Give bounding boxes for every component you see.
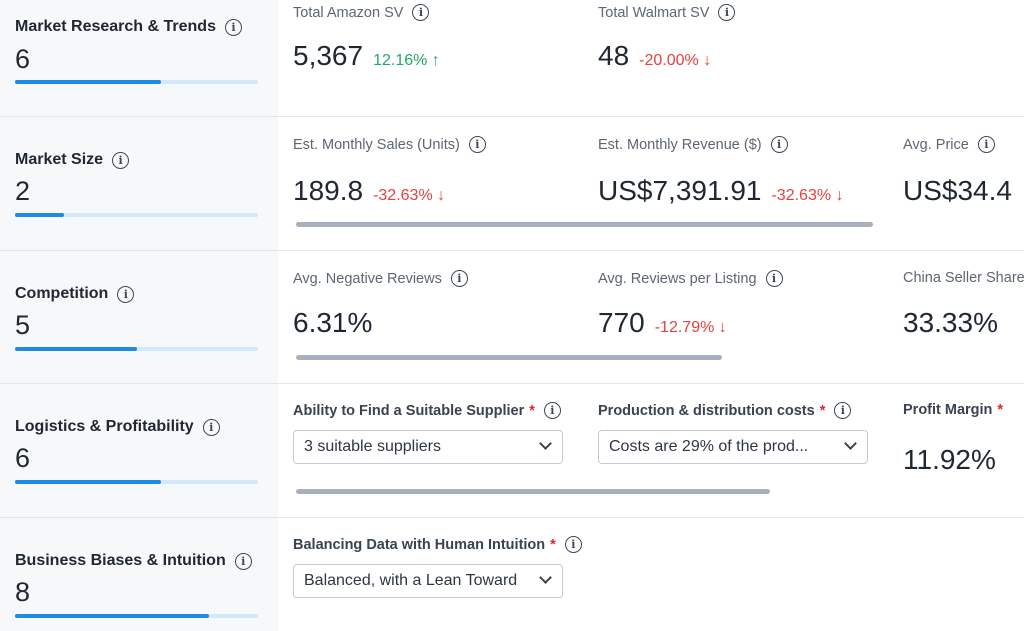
field-label: Profit Margin * [903,402,1004,418]
metric-value: US$34.4 [903,175,1012,206]
info-icon[interactable]: i [977,136,995,153]
score-bar-fill [15,80,161,84]
field-label: Production & distribution costs * i [598,402,852,419]
score-panel: Market Research & Trends i 6 [0,0,278,116]
score-bar [15,480,258,484]
score-bar-fill [15,614,210,618]
section-score: 6 [15,443,31,473]
section-score: 6 [15,44,31,74]
required-marker: * [529,402,535,419]
section-title: Business Biases & Intuition i [15,552,252,570]
info-icon[interactable]: i [450,270,468,287]
metric-label: Avg. Negative Reviews i [293,270,468,287]
score-bar [15,347,258,351]
section-biases: Business Biases & Intuition i 8 Balancin… [0,518,1024,631]
metric-value: 6.31% [293,307,373,338]
horizontal-scrollbar[interactable] [296,489,770,494]
metric-value: 48 -20.00% ↓ [598,40,712,71]
section-score: 2 [15,176,31,206]
metric-value: 5,367 12.16% ↑ [293,40,440,71]
section-score: 5 [15,310,31,340]
info-icon[interactable]: i [412,4,430,21]
metric-value: 770 -12.79% ↓ [598,307,727,338]
info-icon[interactable]: i [765,270,783,287]
score-panel: Competition i 5 [0,251,278,383]
supplier-select[interactable]: 3 suitable suppliers [293,430,563,464]
field-label: Balancing Data with Human Intuition * i [293,536,582,553]
metric-value: US$7,391.91 -32.63% ↓ [598,175,844,206]
score-bar [15,80,258,84]
required-marker: * [997,402,1004,418]
change-badge: -12.79% ↓ [654,319,727,336]
section-title: Market Research & Trends i [15,18,242,36]
metric-label: Total Walmart SV i [598,4,736,21]
required-marker: * [819,402,826,419]
metric-label: China Seller Share [903,270,1024,286]
metric-label: Total Amazon SV i [293,4,430,21]
horizontal-scrollbar[interactable] [296,222,873,227]
info-icon[interactable]: i [117,285,135,303]
change-badge: -32.63% ↓ [771,187,844,204]
change-badge: -32.63% ↓ [373,187,446,204]
change-badge: 12.16% ↑ [373,52,440,69]
score-bar [15,614,258,618]
chevron-down-icon [539,571,552,584]
score-bar [15,213,258,217]
score-bar-fill [15,480,161,484]
costs-select[interactable]: Costs are 29% of the prod... [598,430,868,464]
info-icon[interactable]: i [770,136,788,153]
score-panel: Market Size i 2 [0,117,278,250]
required-marker: * [550,536,556,553]
info-icon[interactable]: i [834,402,852,419]
metric-value: 11.92% [903,444,996,475]
info-icon[interactable]: i [564,536,582,553]
section-competition: Competition i 5 Avg. Negative Reviews i … [0,251,1024,384]
info-icon[interactable]: i [224,18,242,36]
score-bar-fill [15,213,64,217]
metric-label: Avg. Reviews per Listing i [598,270,783,287]
section-title: Competition i [15,285,135,303]
metric-value: 33.33% [903,307,998,338]
field-label: Ability to Find a Suitable Supplier * i [293,402,561,419]
intuition-select[interactable]: Balanced, with a Lean Toward [293,564,563,598]
score-panel: Business Biases & Intuition i 8 [0,518,278,631]
info-icon[interactable]: i [718,4,736,21]
metric-label: Avg. Price i [903,136,995,153]
score-bar-fill [15,347,137,351]
section-score: 8 [15,577,31,607]
horizontal-scrollbar[interactable] [296,355,722,360]
info-icon[interactable]: i [234,552,252,570]
metric-label: Est. Monthly Sales (Units) i [293,136,486,153]
info-icon[interactable]: i [202,418,220,436]
change-badge: -20.00% ↓ [639,52,712,69]
metric-label: Est. Monthly Revenue ($) i [598,136,788,153]
info-icon[interactable]: i [543,402,561,419]
chevron-down-icon [844,437,857,450]
section-title: Logistics & Profitability i [15,418,220,436]
info-icon[interactable]: i [112,151,130,169]
metric-value: 189.8 -32.63% ↓ [293,175,446,206]
chevron-down-icon [539,437,552,450]
section-logistics: Logistics & Profitability i 6 Ability to… [0,384,1024,518]
score-panel: Logistics & Profitability i 6 [0,384,278,517]
section-market-size: Market Size i 2 Est. Monthly Sales (Unit… [0,117,1024,251]
section-title: Market Size i [15,151,130,169]
info-icon[interactable]: i [468,136,486,153]
section-market-research: Market Research & Trends i 6 Total Amazo… [0,0,1024,117]
